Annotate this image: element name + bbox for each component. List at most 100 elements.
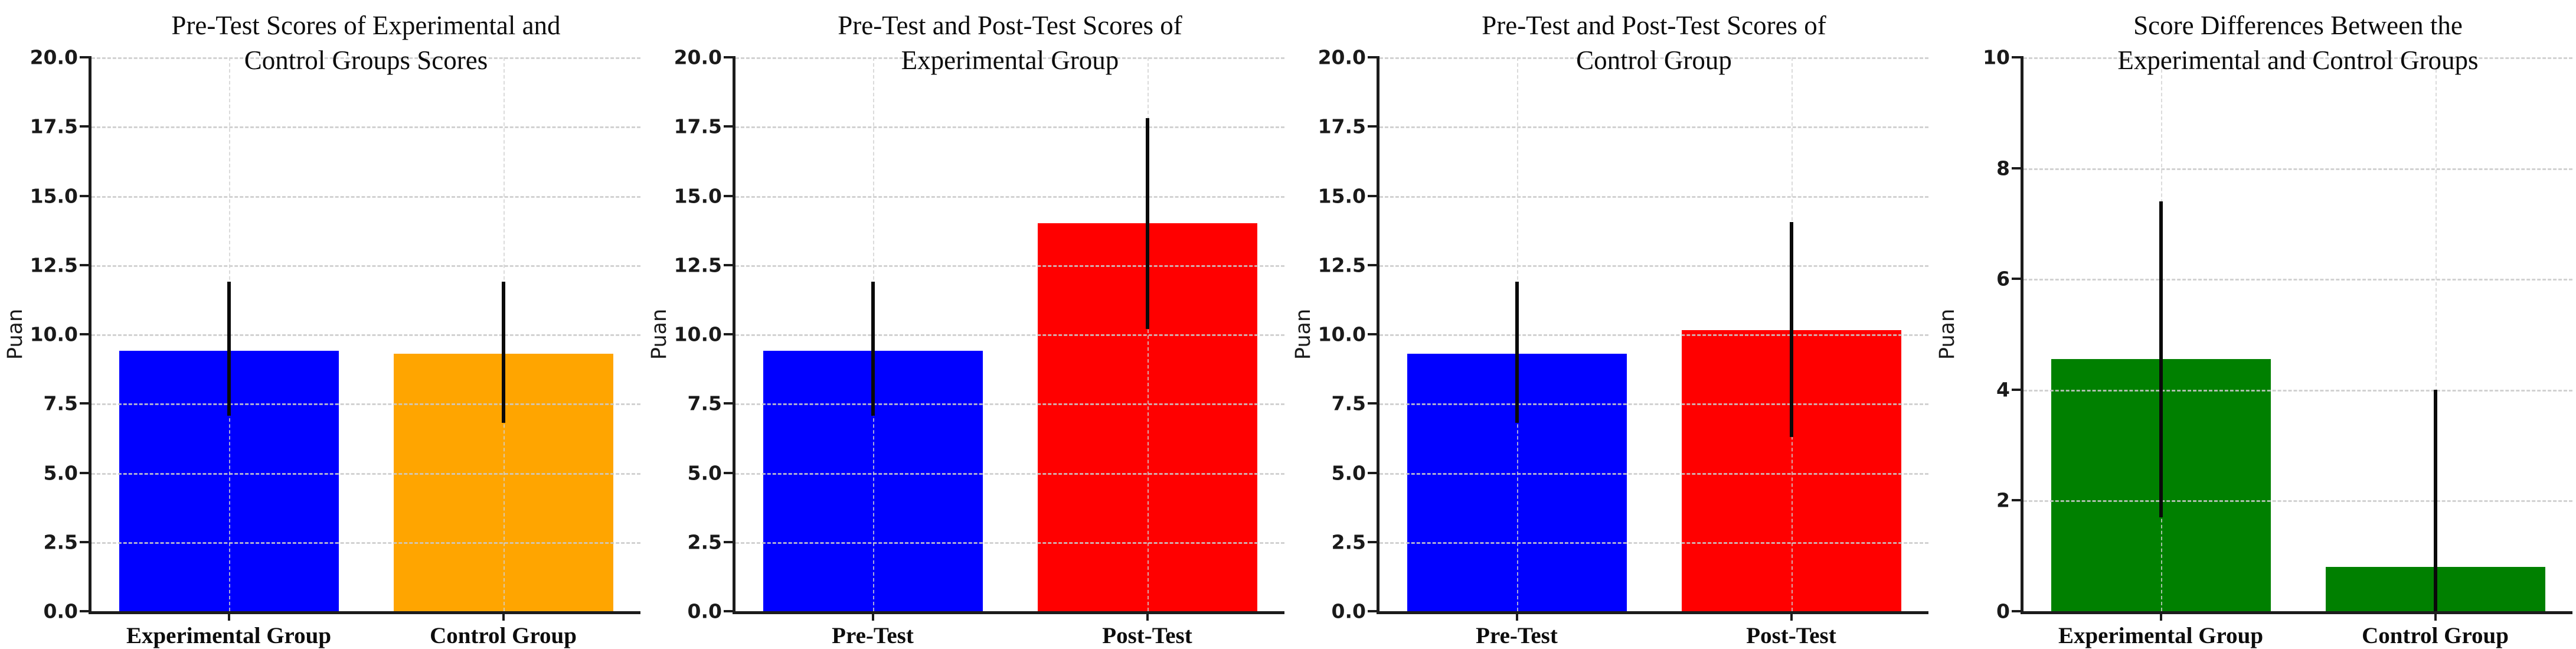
y-tick-mark <box>1368 471 1377 474</box>
x-tick-label: Control Group <box>2362 623 2509 648</box>
y-tick-label: 10.0 <box>674 322 722 346</box>
y-tick-mark <box>1368 402 1377 405</box>
y-tick-mark <box>1368 125 1377 128</box>
x-tick-mark <box>2434 614 2437 621</box>
y-tick-mark <box>1368 333 1377 335</box>
x-tick-mark <box>871 614 874 621</box>
y-tick-label: 15.0 <box>1318 184 1366 207</box>
y-tick-mark <box>724 402 733 405</box>
error-bar <box>871 281 875 416</box>
y-tick-label: 2.5 <box>1331 530 1366 554</box>
chart-title: Pre-Test and Post-Test Scores of Control… <box>1482 11 1826 76</box>
y-tick-mark <box>2012 610 2021 612</box>
y-axis-spine <box>733 56 735 614</box>
y-tick-mark <box>2012 167 2021 169</box>
x-tick-label: Experimental Group <box>2058 623 2264 648</box>
x-tick-label: Pre-Test <box>832 623 914 648</box>
y-axis-spine <box>2021 56 2023 614</box>
error-bar <box>1789 222 1793 437</box>
y-tick-mark <box>2012 499 2021 502</box>
y-tick-label: 5.0 <box>43 461 78 484</box>
h-gridline <box>735 195 1284 198</box>
y-tick-label: 5.0 <box>1331 461 1366 484</box>
h-gridline <box>91 403 640 406</box>
y-tick-mark <box>1368 194 1377 197</box>
y-tick-mark <box>1368 263 1377 266</box>
x-tick-mark <box>2159 614 2162 621</box>
x-axis-spine <box>733 611 1284 614</box>
x-tick-label: Post-Test <box>1102 623 1192 648</box>
y-tick-mark <box>724 610 733 612</box>
y-tick-label: 20.0 <box>1318 45 1366 69</box>
h-gridline <box>735 472 1284 475</box>
x-tick-mark <box>1146 614 1149 621</box>
y-tick-label: 15.0 <box>674 184 722 207</box>
y-axis-spine <box>1377 56 1379 614</box>
x-tick-mark <box>227 614 230 621</box>
x-tick-label: Pre-Test <box>1476 623 1558 648</box>
y-tick-mark <box>2012 278 2021 281</box>
h-gridline <box>1379 542 1928 544</box>
h-gridline <box>1379 265 1928 267</box>
y-tick-mark <box>724 540 733 543</box>
y-tick-label: 2 <box>1996 488 2010 512</box>
h-gridline <box>735 403 1284 406</box>
h-gridline <box>1379 126 1928 129</box>
h-gridline <box>2023 279 2572 281</box>
y-tick-label: 6 <box>1996 267 2010 291</box>
chart-score-differences: Score Differences Between the Experiment… <box>1932 0 2576 648</box>
y-tick-label: 17.5 <box>674 115 722 138</box>
y-tick-mark <box>724 194 733 197</box>
h-gridline <box>2023 57 2572 59</box>
plot-area: 0.0 2.5 5.0 7.5 10.0 12.5 15.0 17.5 20.0 Experime… <box>30 46 640 648</box>
y-tick-mark <box>80 333 89 335</box>
y-tick-label: 12.5 <box>674 253 722 277</box>
y-tick-label: 8 <box>1996 156 2010 180</box>
y-axis-spine <box>89 56 91 614</box>
v-gridline <box>1147 57 1149 611</box>
y-tick-label: 10 <box>1983 45 2010 69</box>
h-gridline <box>1379 57 1928 59</box>
y-tick-label: 20.0 <box>674 45 722 69</box>
h-gridline <box>735 334 1284 336</box>
h-gridline <box>91 334 640 336</box>
chart-prepost-experimental-group: Pre-Test and Post-Test Scores of Experim… <box>644 0 1288 648</box>
y-tick-mark <box>2012 56 2021 58</box>
chart-prepost-control-group: Pre-Test and Post-Test Scores of Control… <box>1288 0 1932 648</box>
y-tick-label: 15.0 <box>30 184 78 207</box>
error-bar <box>1145 118 1149 329</box>
h-gridline <box>91 57 640 59</box>
y-tick-label: 0.0 <box>1331 599 1366 623</box>
h-gridline <box>91 126 640 129</box>
x-tick-mark <box>502 614 505 621</box>
h-gridline <box>735 57 1284 59</box>
y-tick-mark <box>1368 56 1377 58</box>
y-axis-label: Puan <box>4 308 27 360</box>
plot-area: 0 2 4 6 8 10 Experimental Group Control Group <box>1983 46 2572 648</box>
y-tick-mark <box>724 471 733 474</box>
y-tick-label: 4 <box>1996 378 2010 402</box>
x-axis-spine <box>1377 611 1928 614</box>
y-tick-mark <box>724 263 733 266</box>
error-bar <box>227 281 231 416</box>
plot-area: 0.0 2.5 5.0 7.5 10.0 12.5 15.0 17.5 20.0 Pre-Test… <box>1318 46 1928 648</box>
y-tick-mark <box>2012 388 2021 391</box>
x-tick-label: Post-Test <box>1746 623 1836 648</box>
y-tick-label: 0 <box>1996 599 2010 623</box>
y-tick-label: 17.5 <box>30 115 78 138</box>
chart-title: Pre-Test Scores of Experimental and Cont… <box>171 11 561 76</box>
x-tick-label: Experimental Group <box>126 623 332 648</box>
h-gridline <box>91 472 640 475</box>
y-tick-mark <box>80 125 89 128</box>
y-tick-label: 7.5 <box>43 392 78 415</box>
error-bar <box>2433 389 2437 611</box>
error-bar <box>2159 201 2163 517</box>
chart-title: Score Differences Between the Experiment… <box>2117 11 2479 76</box>
y-axis-label: Puan <box>648 308 671 360</box>
y-axis-label: Puan <box>1292 308 1315 360</box>
error-bar <box>1515 281 1519 423</box>
y-tick-mark <box>80 402 89 405</box>
chart-title: Pre-Test and Post-Test Scores of Experim… <box>838 11 1182 76</box>
y-tick-label: 12.5 <box>1318 253 1366 277</box>
y-tick-mark <box>80 263 89 266</box>
